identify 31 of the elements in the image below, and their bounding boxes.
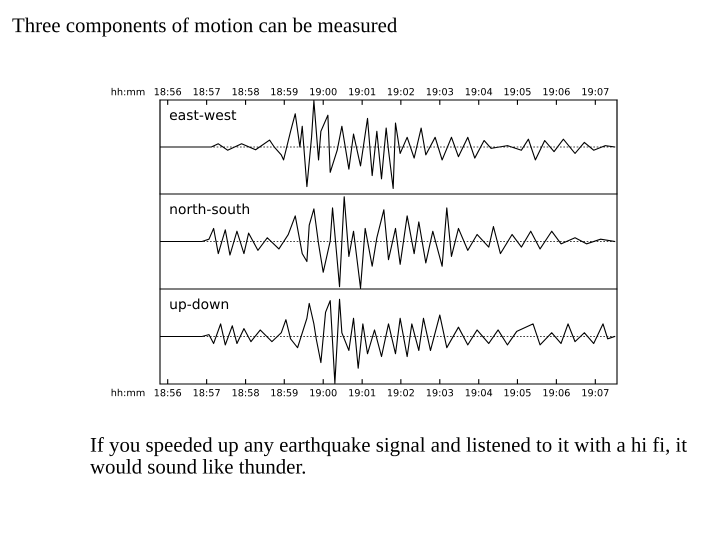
x2-tick-label: 19:04 [466,88,492,96]
chart-title: up-down [170,298,228,312]
x2-tick-label: 19:01 [349,88,376,96]
x-tick-label: 19:02 [388,389,414,396]
x2-axis-title: hh:mm [112,88,144,96]
x2-tick-label: 18:58 [232,88,259,96]
x2-tick-label: 18:56 [154,88,182,96]
x-tick-label: 18:59 [271,389,298,396]
x-axis-title: hh:mm [112,388,144,396]
x-tick-label: 19:05 [504,389,531,396]
x2-tick-label: 19:05 [504,88,531,96]
x-tick-label: 19:00 [310,389,337,396]
x-tick-label: 18:57 [194,389,220,396]
text: Three components of motion can be measured [12,17,398,37]
x-tick-label: 19:06 [543,389,570,396]
x2-tick-label: 19:03 [426,88,454,96]
x2-tick-label: 19:06 [543,88,570,96]
x2-tick-label: 19:00 [310,88,337,96]
text: east-west [170,110,236,120]
chart-title: north-south [170,204,250,214]
x2-tick-label: 19:07 [582,88,608,96]
x-tick-label: 19:03 [426,389,454,396]
x-tick-label: 19:01 [349,389,376,396]
text: If you speeded up any earthquake signal and listened to it with a hi fi, it would sound like thunder. [90,437,687,474]
x2-tick-label: 18:59 [271,88,298,96]
x2-tick-label: 19:02 [388,88,414,96]
x-tick-label: 19:07 [582,389,608,396]
x-tick-label: 18:58 [232,389,259,396]
x-tick-label: 19:04 [466,389,492,396]
x2-tick-label: 18:57 [194,88,220,96]
x-tick-label: 18:56 [154,389,182,396]
